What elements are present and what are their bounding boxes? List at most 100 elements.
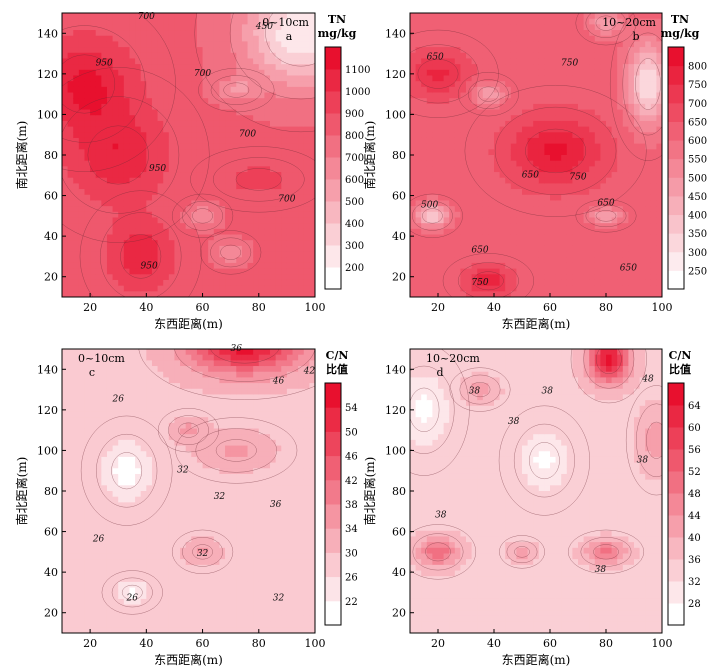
heatmap-cell (67, 172, 74, 179)
heatmap-cell (129, 234, 136, 241)
heatmap-cell (482, 24, 489, 31)
heatmap-cell (611, 18, 618, 25)
heatmap-cell (656, 132, 662, 139)
heatmap-cell (298, 132, 305, 139)
heatmap-cell (471, 143, 478, 150)
heatmap-cell (151, 285, 159, 292)
heatmap-cell (275, 64, 282, 71)
heatmap-cell (286, 13, 294, 20)
heatmap-cell (236, 35, 243, 42)
heatmap-cell (247, 257, 254, 264)
heatmap-cell (466, 155, 473, 162)
heatmap-cell (73, 473, 80, 481)
heatmap-cell (247, 126, 254, 133)
heatmap-cell (230, 13, 237, 20)
heatmap-cell (466, 98, 473, 105)
heatmap-cell (634, 279, 641, 287)
heatmap-cell (449, 69, 456, 77)
heatmap-cell (163, 251, 170, 258)
heatmap-cell (180, 52, 187, 60)
heatmap-cell (645, 103, 652, 111)
heatmap-cell (163, 30, 170, 37)
heatmap-cell (101, 109, 108, 116)
heatmap-cell (533, 137, 540, 145)
heatmap-cell (230, 200, 237, 207)
heatmap-cell (454, 200, 461, 207)
heatmap-cell (617, 206, 624, 213)
heatmap-cell (163, 189, 170, 196)
heatmap-cell (286, 285, 294, 292)
heatmap-cell (73, 194, 80, 202)
heatmap-cell (578, 155, 585, 162)
heatmap-cell (292, 172, 299, 179)
heatmap-cell (550, 120, 557, 128)
heatmap-cell (432, 120, 439, 128)
contour-line (410, 29, 499, 118)
heatmap-cell (561, 143, 568, 150)
heatmap-cell (230, 291, 237, 297)
heatmap-cell (527, 262, 534, 270)
heatmap-cell (202, 109, 209, 116)
heatmap-cell (213, 240, 221, 247)
heatmap-cell (129, 47, 136, 54)
heatmap-cell (510, 223, 517, 230)
x-tick-label: 40 (139, 301, 153, 314)
heatmap-cell (253, 126, 260, 133)
heatmap-cell (78, 593, 86, 600)
heatmap-cell (219, 115, 226, 122)
heatmap-cell (583, 41, 590, 48)
heatmap-cell (90, 383, 97, 390)
heatmap-cell (421, 69, 428, 77)
heatmap-cell (426, 177, 433, 184)
heatmap-cell (460, 234, 467, 241)
heatmap-cell (488, 126, 495, 133)
heatmap-cell (589, 194, 596, 202)
heatmap-cell (488, 194, 495, 202)
heatmap-cell (594, 194, 601, 202)
heatmap-cell (600, 132, 607, 139)
heatmap-cell (594, 177, 601, 184)
heatmap-cell (281, 109, 288, 116)
heatmap-cell (583, 155, 590, 162)
heatmap-cell (213, 245, 221, 253)
heatmap-cell (583, 285, 590, 292)
heatmap-cell (185, 64, 192, 71)
heatmap-cell (219, 200, 226, 207)
heatmap-cell (421, 160, 428, 167)
heatmap-cell (421, 291, 428, 297)
heatmap-cell (572, 120, 579, 128)
heatmap-cell (617, 279, 624, 287)
heatmap-cell (78, 502, 86, 509)
heatmap-cell (505, 52, 512, 60)
heatmap-cell (572, 285, 579, 292)
heatmap-cell (650, 52, 657, 60)
heatmap-cell (236, 211, 243, 219)
heatmap-cell (208, 228, 215, 236)
heatmap-cell (566, 160, 573, 167)
heatmap-cell (572, 13, 579, 20)
heatmap-cell (527, 240, 534, 247)
heatmap-cell (95, 35, 102, 42)
heatmap-cell (78, 52, 86, 60)
heatmap-cell (253, 211, 260, 219)
heatmap-cell (566, 200, 573, 207)
heatmap-cell (213, 35, 221, 42)
heatmap-cell (208, 41, 215, 48)
heatmap-cell (78, 24, 86, 31)
heatmap-cell (606, 81, 613, 88)
heatmap-cell (270, 234, 277, 241)
heatmap-cell (527, 18, 534, 25)
heatmap-cell (634, 103, 641, 111)
heatmap-cell (146, 251, 153, 258)
heatmap-cell (538, 285, 545, 292)
heatmap-cell (634, 35, 641, 42)
heatmap-cell (410, 228, 417, 236)
heatmap-cell (505, 137, 512, 145)
heatmap-cell (589, 47, 596, 54)
heatmap-cell (410, 200, 417, 207)
heatmap-cell (426, 92, 433, 99)
heatmap-cell (298, 228, 305, 236)
heatmap-cell (202, 64, 209, 71)
heatmap-cell (415, 137, 422, 145)
heatmap-cell (505, 120, 512, 128)
